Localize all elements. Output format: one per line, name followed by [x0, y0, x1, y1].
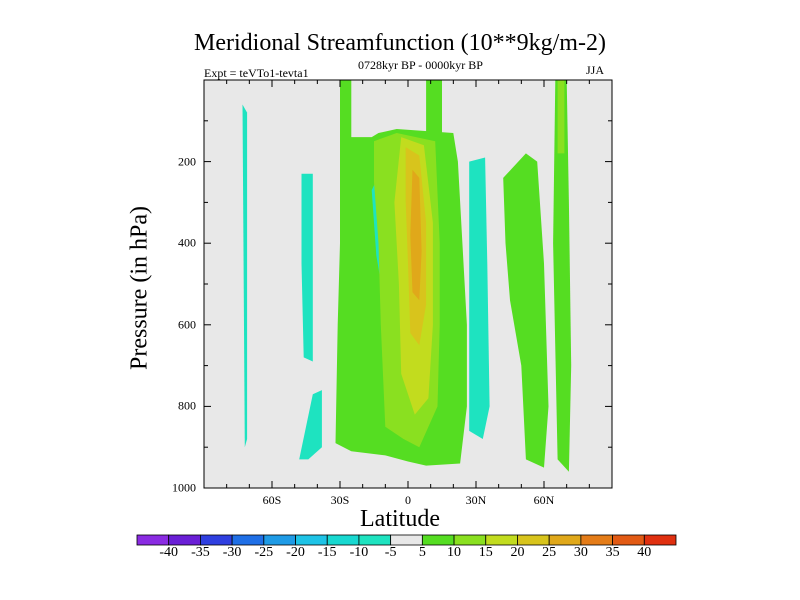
y-axis-label: Pressure (in hPa)	[126, 206, 153, 370]
colorbar-swatch	[390, 534, 423, 546]
tick-marks	[204, 80, 612, 489]
colorbar-tick-label: 25	[542, 545, 557, 560]
colorbar-tick-label: 5	[418, 545, 426, 560]
colorbar-tick-label: -15	[317, 545, 337, 560]
colorbar-swatch	[326, 534, 360, 546]
colorbar-tick-label: -10	[349, 545, 369, 560]
colorbar-swatch	[421, 534, 455, 546]
colorbar-swatch	[643, 534, 677, 546]
y-tick-label: 600	[178, 317, 196, 332]
x-tick-label: 60S	[262, 493, 282, 507]
colorbar-tick-label: 15	[478, 545, 493, 560]
x-axis-label: Latitude	[360, 506, 440, 532]
colorbar-swatch	[612, 534, 645, 546]
colorbar-swatch	[517, 534, 550, 546]
contour-region-neg-40s-lower	[299, 390, 322, 460]
contour-region-pos-0-spike	[426, 80, 442, 133]
colorbar-swatch	[580, 534, 613, 546]
colorbar-swatch	[548, 534, 582, 546]
y-tick-label: 400	[178, 235, 196, 250]
colorbar-swatch	[263, 534, 296, 546]
contour-region-pos-50n	[503, 153, 549, 468]
colorbar-tick-label: -30	[222, 545, 242, 560]
colorbar-swatch	[453, 534, 487, 546]
colorbar-tick-label: -40	[159, 545, 179, 560]
season-label: JJA	[586, 63, 605, 77]
colorbar-tick-label: -5	[384, 545, 397, 560]
colorbar-tick-label: 40	[637, 545, 652, 560]
x-tick-label: 30N	[465, 493, 487, 507]
colorbar-tick-label: -20	[286, 545, 305, 560]
contour-region-neg-70s	[242, 104, 248, 448]
colorbar-swatch	[200, 534, 233, 546]
colorbar-tick-label: -35	[191, 545, 210, 560]
contour-region-lvl10-pocket-60n	[557, 80, 565, 154]
colorbar-tick-label: 30	[573, 545, 588, 560]
colorbar-tick-label: 35	[605, 545, 620, 560]
period-label: 0728kyr BP - 0000kyr BP	[358, 58, 483, 72]
y-tick-label: 800	[178, 398, 196, 413]
y-tick-label: 200	[178, 154, 196, 169]
colorbar-tick-label: 10	[447, 545, 462, 560]
contour-region-pos-60n-col	[553, 80, 572, 472]
colorbar-swatch	[231, 534, 265, 546]
experiment-label: Expt = teVTo1-tevta1	[204, 66, 309, 80]
plot-frame	[203, 79, 613, 489]
x-tick-label: 60N	[533, 493, 555, 507]
colorbar-tick-label: -25	[254, 545, 274, 560]
colorbar-swatch	[136, 534, 170, 546]
x-tick-label: 30S	[330, 493, 350, 507]
contour-region-neg-40s-upper	[301, 173, 313, 362]
contour-region-neg-30n	[469, 157, 490, 439]
colorbar-tick-label: 20	[510, 545, 525, 560]
y-tick-label: 1000	[172, 480, 196, 495]
colorbar-swatch	[295, 534, 328, 546]
colorbar-swatch	[168, 534, 201, 546]
colorbar-swatch	[358, 534, 392, 546]
colorbar-swatch	[485, 534, 518, 546]
x-tick-label: 0	[405, 493, 411, 507]
chart-title: Meridional Streamfunction (10**9kg/m-2)	[194, 30, 606, 56]
contour-region-lvl13-main	[410, 169, 422, 301]
